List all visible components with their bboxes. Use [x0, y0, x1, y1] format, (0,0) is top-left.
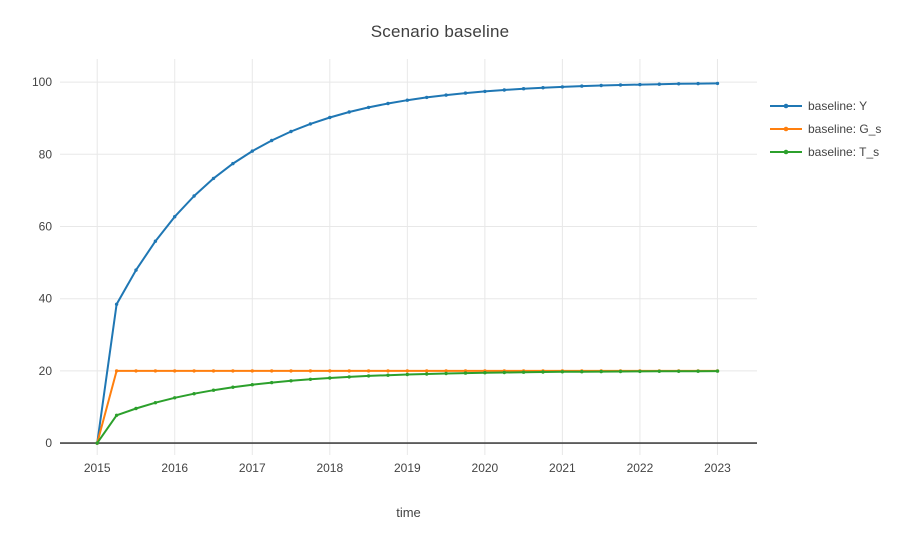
x-tick-label: 2018	[316, 461, 343, 475]
axis-tick-labels: 2015 2016 2017 2018 2019 2020 2021 2022 2023 0 20 4…	[32, 75, 731, 475]
legend-label: baseline: T_s	[808, 144, 880, 159]
x-axis-title: time	[396, 505, 421, 520]
legend-line-swatch	[770, 126, 802, 131]
series-baseline-y[interactable]	[95, 81, 720, 445]
x-tick-label: 2020	[472, 461, 499, 475]
x-tick-label: 2021	[549, 461, 576, 475]
legend-item-g-s[interactable]: baseline: G_s	[770, 117, 881, 140]
y-tick-label: 60	[39, 219, 53, 233]
x-tick-label: 2017	[239, 461, 266, 475]
y-tick-label: 40	[39, 292, 53, 306]
legend-item-t-s[interactable]: baseline: T_s	[770, 140, 881, 163]
gridlines	[60, 59, 757, 455]
y-tick-label: 0	[45, 436, 52, 450]
y-tick-label: 100	[32, 75, 52, 89]
legend-line-swatch	[770, 103, 802, 108]
legend-line-swatch	[770, 149, 802, 154]
y-tick-label: 20	[39, 364, 53, 378]
series-baseline-t-s[interactable]	[95, 369, 720, 445]
x-tick-label: 2019	[394, 461, 421, 475]
legend-label: baseline: G_s	[808, 121, 882, 136]
legend: baseline: Y baseline: G_s baseline: T_s	[770, 94, 881, 163]
x-tick-label: 2015	[84, 461, 111, 475]
legend-item-y[interactable]: baseline: Y	[770, 94, 881, 117]
x-tick-label: 2022	[627, 461, 654, 475]
x-tick-label: 2016	[161, 461, 188, 475]
chart-title: Scenario baseline	[370, 22, 510, 41]
y-tick-label: 80	[39, 147, 53, 161]
legend-label: baseline: Y	[808, 98, 868, 113]
x-tick-label: 2023	[704, 461, 731, 475]
